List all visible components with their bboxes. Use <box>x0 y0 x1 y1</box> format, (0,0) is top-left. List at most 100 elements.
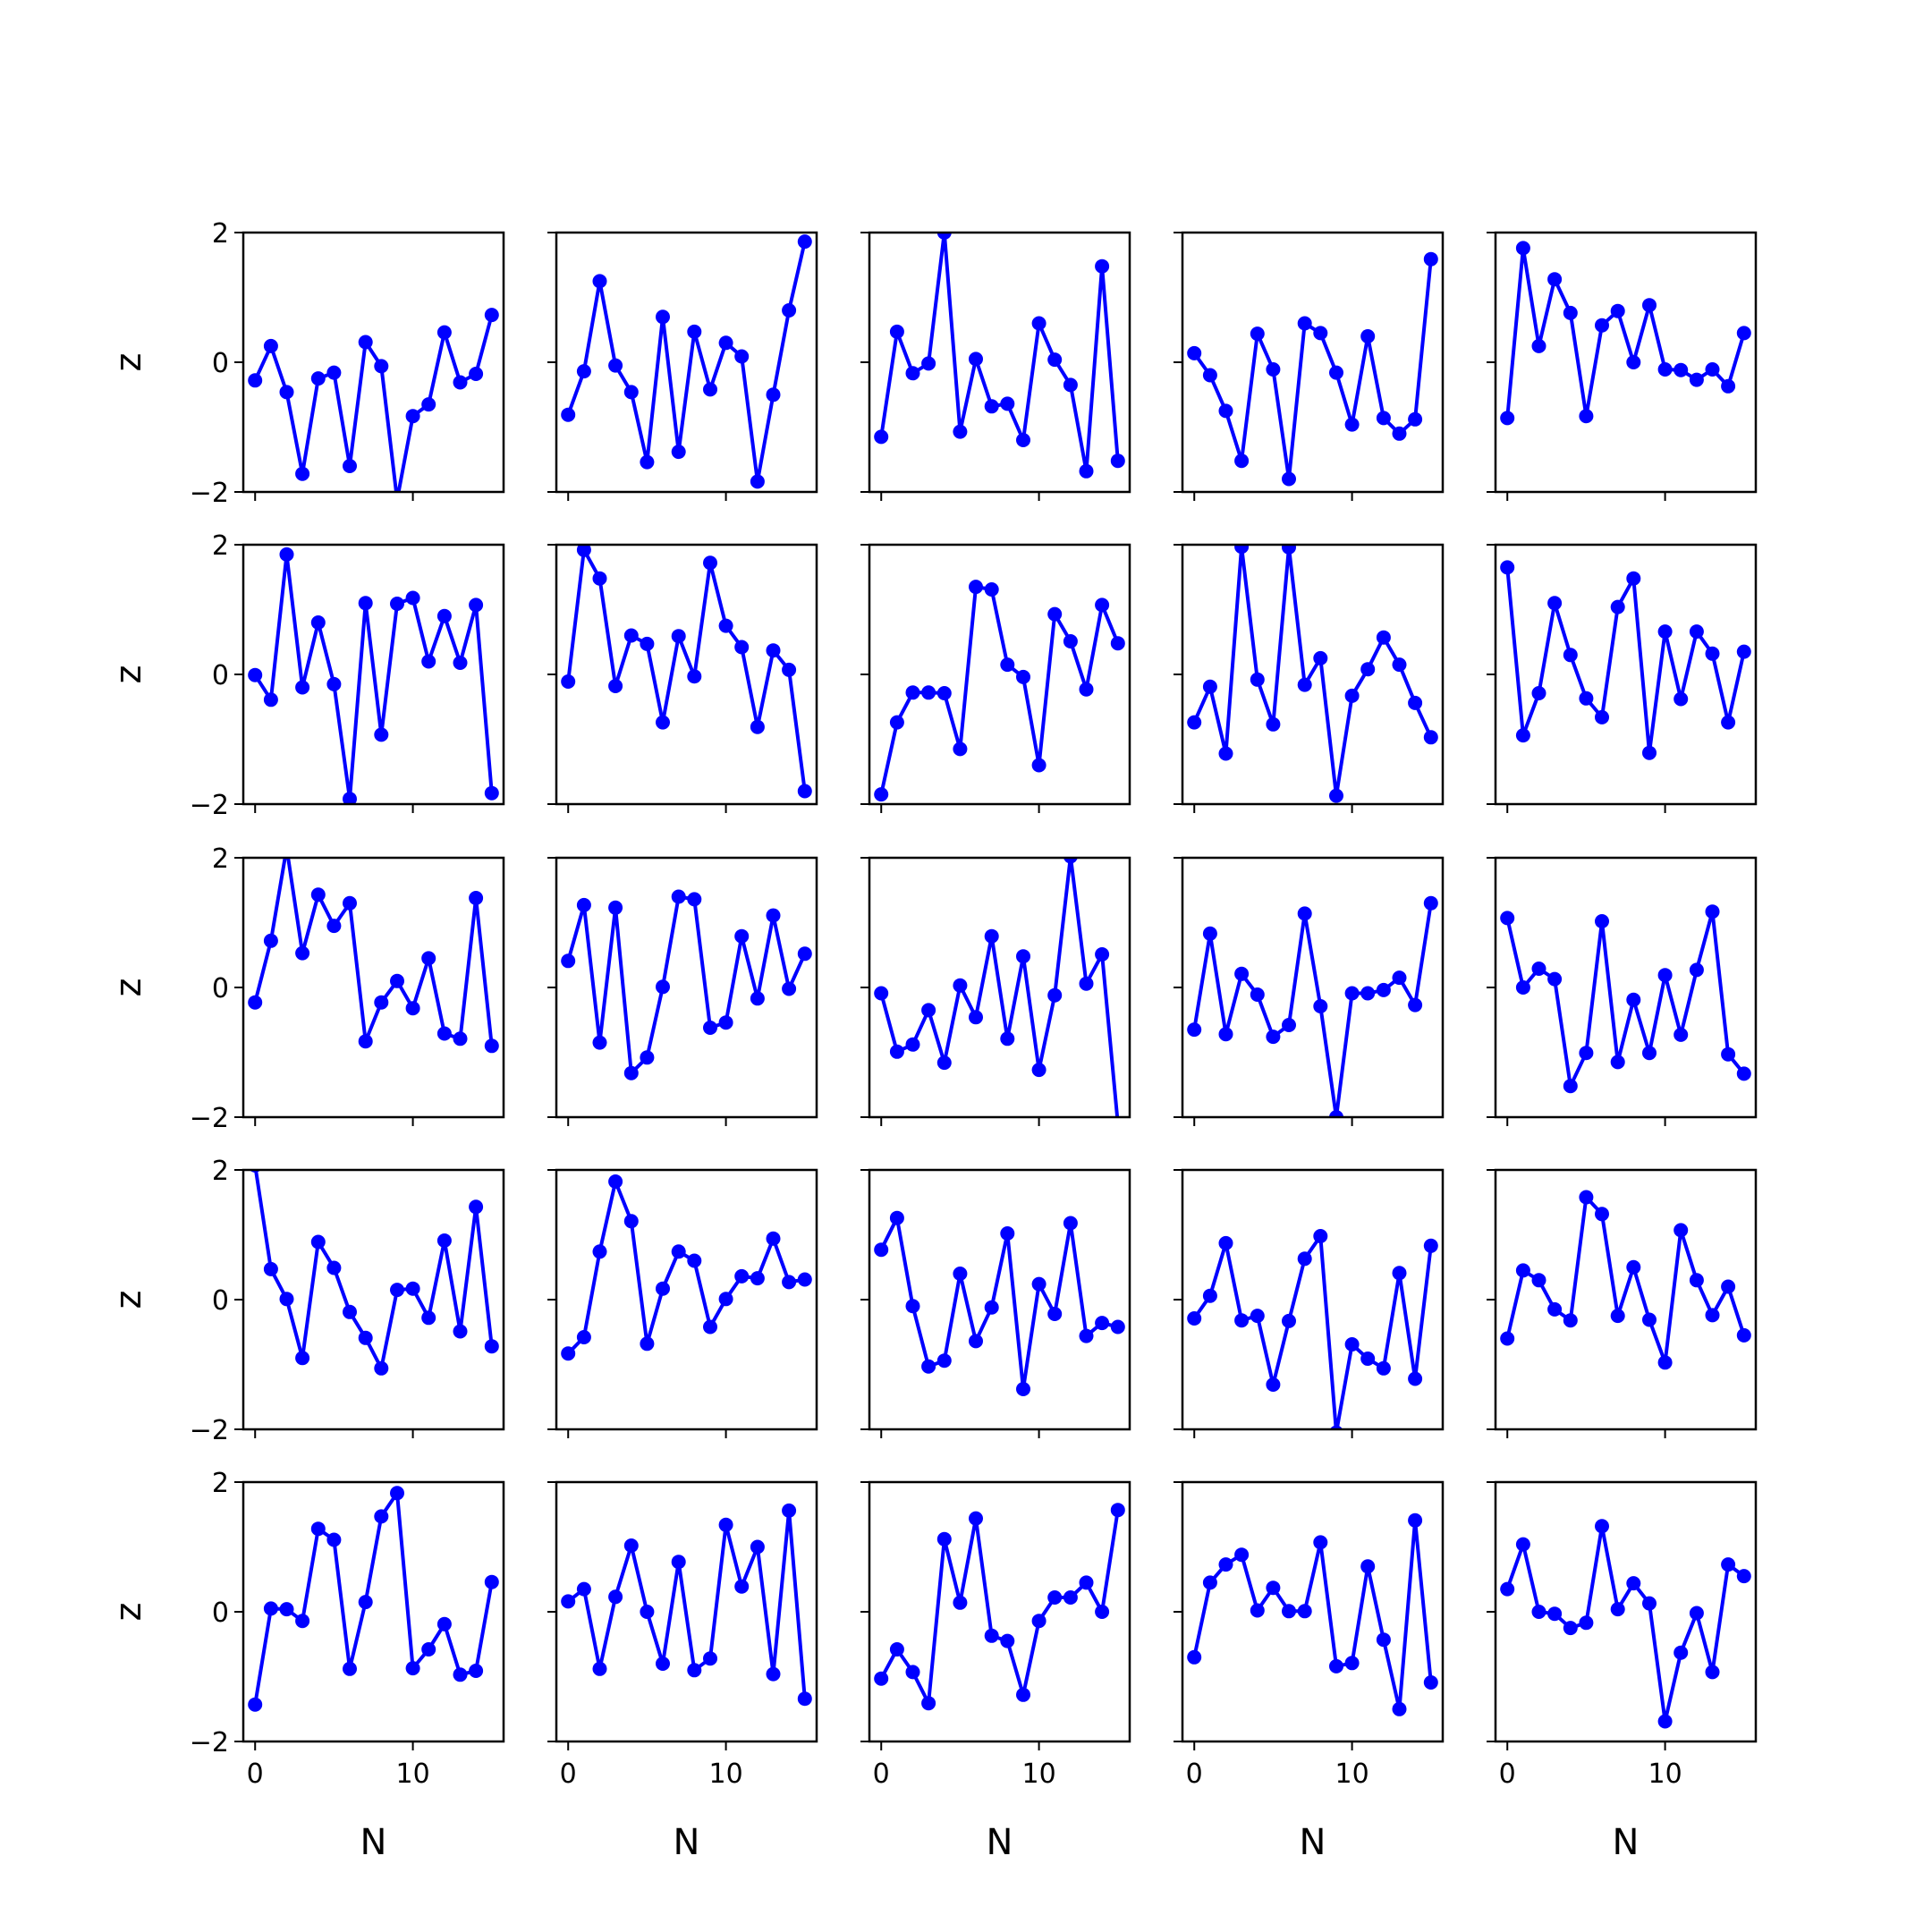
data-point <box>1657 1355 1673 1370</box>
data-point <box>295 466 310 481</box>
data-point <box>889 324 904 339</box>
data-point <box>326 919 342 934</box>
data-point <box>921 1359 936 1374</box>
data-point <box>1016 949 1030 964</box>
data-point <box>1114 1116 1122 1117</box>
subplot-r3-c4 <box>1174 856 1445 1126</box>
data-point <box>1329 788 1343 803</box>
data-point <box>608 1174 623 1189</box>
data-point <box>1721 715 1736 730</box>
data-point <box>1297 1604 1312 1619</box>
data-point <box>718 1015 733 1030</box>
series-group <box>561 545 812 799</box>
data-point <box>358 596 373 611</box>
data-point <box>1047 606 1063 622</box>
data-point <box>592 274 607 289</box>
data-point <box>1282 1313 1296 1328</box>
y-axis-label: z <box>108 1603 149 1622</box>
data-point <box>561 1594 576 1609</box>
data-point <box>1344 417 1360 432</box>
data-point <box>358 1595 373 1610</box>
data-point <box>1500 1331 1515 1346</box>
data-point <box>1297 316 1312 331</box>
data-point <box>421 1642 436 1657</box>
axes-frame <box>242 231 505 494</box>
series-group <box>1187 895 1438 1117</box>
data-point <box>1031 316 1046 331</box>
data-point <box>1344 986 1360 1001</box>
data-point <box>1110 1319 1125 1335</box>
y-axis-label: z <box>108 665 149 684</box>
x-tick-label: 10 <box>1648 1758 1682 1790</box>
data-point <box>561 1346 576 1361</box>
data-point <box>1531 962 1546 976</box>
data-point <box>1202 679 1217 694</box>
data-point <box>1079 463 1094 479</box>
data-point <box>248 1697 263 1712</box>
data-point <box>1234 1313 1250 1328</box>
data-point <box>1392 426 1407 441</box>
data-point <box>343 1661 357 1676</box>
data-point <box>374 1360 389 1376</box>
data-point <box>421 654 436 669</box>
data-point <box>1547 1301 1563 1317</box>
data-point <box>1721 1046 1736 1062</box>
data-point <box>374 359 389 374</box>
series-line <box>1192 545 1433 798</box>
series-line <box>253 314 494 492</box>
data-point <box>1360 1559 1376 1574</box>
data-point <box>1000 396 1015 411</box>
data-point <box>905 685 920 700</box>
data-point <box>889 1044 904 1059</box>
x-tick-label: 10 <box>1335 1758 1368 1790</box>
data-point <box>766 1666 781 1682</box>
data-point <box>1392 970 1407 986</box>
x-tick-label: 10 <box>395 1758 429 1790</box>
subplot-r2-c3 <box>860 543 1131 813</box>
series-line <box>879 1216 1119 1391</box>
data-point <box>1187 1649 1202 1665</box>
data-point <box>1344 1337 1360 1352</box>
subplot-r1-c1: −2 0 2 z <box>108 218 505 509</box>
data-point <box>576 364 591 379</box>
data-point <box>310 615 326 630</box>
data-point <box>1500 411 1515 426</box>
series-group <box>1187 1513 1438 1716</box>
data-point <box>782 981 797 996</box>
data-point <box>1063 1216 1078 1231</box>
series-line <box>1505 1195 1746 1365</box>
data-point <box>1642 1312 1657 1327</box>
data-point <box>703 1021 717 1035</box>
data-point <box>1313 1535 1328 1550</box>
data-point <box>1657 362 1673 377</box>
data-point <box>671 889 686 904</box>
series-group <box>1500 1519 1751 1729</box>
data-point <box>656 309 670 325</box>
data-point <box>1500 1581 1515 1597</box>
data-point <box>453 1667 468 1682</box>
subplot-r5-c1: 0 10 −2 0 2 z N <box>108 1468 505 1863</box>
data-point <box>750 1539 765 1555</box>
data-point <box>1344 1656 1360 1671</box>
series-line <box>1505 567 1746 755</box>
data-point <box>734 349 750 364</box>
data-point <box>576 1581 591 1597</box>
series-group <box>1500 241 1751 426</box>
data-point <box>750 991 765 1006</box>
data-point <box>656 1281 670 1296</box>
data-point <box>295 945 310 961</box>
series-group <box>874 1210 1125 1396</box>
data-point <box>750 474 765 489</box>
data-point <box>343 792 357 804</box>
data-point <box>623 1065 639 1080</box>
data-point <box>1736 1327 1751 1343</box>
data-point <box>608 900 623 915</box>
data-point <box>1423 251 1438 267</box>
data-point <box>1689 624 1704 640</box>
series-line <box>1192 1234 1433 1429</box>
data-point <box>1705 1665 1720 1680</box>
data-point <box>1721 1279 1736 1294</box>
data-point <box>1515 980 1530 995</box>
subplot-r4-c4 <box>1174 1168 1445 1438</box>
data-point <box>1202 368 1217 383</box>
